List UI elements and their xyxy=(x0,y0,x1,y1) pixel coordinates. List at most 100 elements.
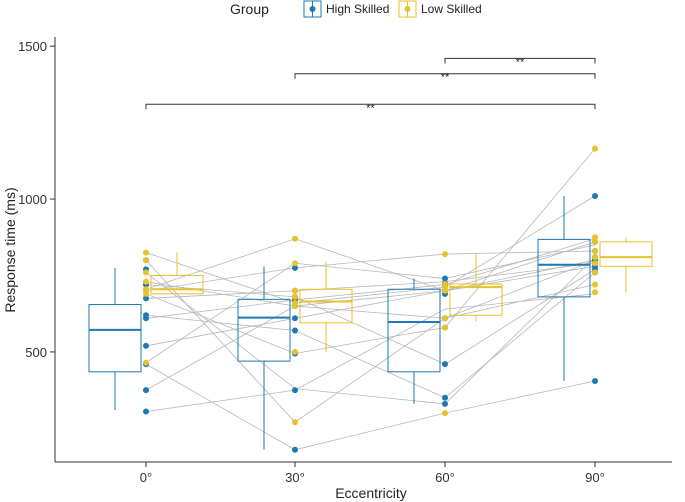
legend: Group High Skilled Low Skilled xyxy=(230,0,482,18)
data-point-high xyxy=(143,408,149,415)
box-low-1 xyxy=(299,261,353,352)
data-point-low xyxy=(292,287,298,294)
data-point-low xyxy=(292,235,298,242)
box-low-2 xyxy=(449,254,503,322)
data-point-high xyxy=(143,342,149,349)
x-tick-label: 30° xyxy=(285,470,305,485)
data-point-high xyxy=(292,446,298,453)
participant-line xyxy=(145,256,596,405)
significance-label: ** xyxy=(441,72,450,84)
data-point-low xyxy=(143,249,149,256)
data-point-low xyxy=(442,410,448,417)
significance-label: ** xyxy=(366,102,375,114)
data-point-low xyxy=(592,281,598,288)
y-tick-label: 1000 xyxy=(18,192,47,207)
box-body xyxy=(387,288,441,373)
data-point-low xyxy=(292,260,298,267)
box-high-3 xyxy=(537,195,591,381)
legend-key-dot-low-skilled xyxy=(404,6,411,12)
data-point-low xyxy=(592,269,598,276)
data-point-high xyxy=(143,295,149,302)
bracket-line xyxy=(444,57,596,64)
participant-line xyxy=(145,238,596,319)
data-point-low xyxy=(292,293,298,300)
data-point-low xyxy=(592,145,598,152)
data-point-low xyxy=(442,324,448,331)
box-body xyxy=(237,298,291,362)
data-point-low xyxy=(143,286,149,293)
data-point-low xyxy=(143,278,149,285)
legend-item-high-skilled: High Skilled xyxy=(303,0,389,18)
data-point-low xyxy=(143,359,149,366)
data-point-high xyxy=(592,377,598,384)
data-point-high xyxy=(292,387,298,394)
participant-line xyxy=(145,259,596,423)
participant-line xyxy=(145,272,596,399)
box-body xyxy=(537,238,591,298)
x-ticks: 0° 30° 60° 90° xyxy=(140,462,605,485)
legend-key-dot-high-skilled xyxy=(309,6,316,12)
box-high-0 xyxy=(88,267,142,411)
data-point-high xyxy=(442,275,448,282)
box-body xyxy=(88,304,142,373)
data-point-low xyxy=(442,251,448,258)
data-point-low xyxy=(592,238,598,245)
data-point-low xyxy=(592,234,598,241)
box-body xyxy=(299,288,353,324)
data-point-high xyxy=(292,315,298,322)
participant-line xyxy=(145,262,596,299)
y-tick-label: 1500 xyxy=(18,39,47,54)
participant-line xyxy=(145,363,596,451)
box-high-2 xyxy=(387,278,441,404)
significance-bracket: ** xyxy=(145,102,596,114)
data-point-high xyxy=(143,312,149,319)
box-low-0 xyxy=(150,252,204,295)
data-point-low xyxy=(143,257,149,264)
boxes xyxy=(88,195,653,450)
connection-lines xyxy=(145,148,596,451)
y-ticks: 500 1000 1500 xyxy=(18,39,55,360)
legend-label-low-skilled: Low Skilled xyxy=(421,2,482,16)
participant-line xyxy=(145,244,596,363)
y-axis-title: Response time (ms) xyxy=(2,187,18,312)
bracket-line xyxy=(294,73,596,79)
data-point-low xyxy=(442,281,448,288)
data-point-high xyxy=(442,394,448,401)
x-tick-label: 90° xyxy=(585,470,605,485)
data-point-low xyxy=(592,289,598,296)
data-point-low xyxy=(592,254,598,261)
data-point-high xyxy=(143,387,149,394)
data-point-high xyxy=(592,192,598,199)
participant-line xyxy=(145,250,596,292)
participant-line xyxy=(145,241,596,347)
points xyxy=(143,145,598,453)
participant-line xyxy=(145,259,596,391)
participant-line xyxy=(145,238,596,292)
x-tick-label: 60° xyxy=(435,470,455,485)
box-body xyxy=(599,241,653,267)
significance-label: ** xyxy=(516,56,525,68)
legend-label-high-skilled: High Skilled xyxy=(326,2,389,16)
box-high-1 xyxy=(237,266,291,450)
participant-line xyxy=(145,195,596,304)
data-point-high xyxy=(442,361,448,368)
legend-item-low-skilled: Low Skilled xyxy=(398,0,482,18)
data-point-low xyxy=(442,315,448,322)
significance-bracket: ** xyxy=(294,72,596,84)
box-body xyxy=(449,283,503,316)
data-point-low xyxy=(292,348,298,355)
x-tick-label: 0° xyxy=(140,470,152,485)
significance-bracket: ** xyxy=(444,56,596,68)
data-point-low xyxy=(292,300,298,307)
legend-title: Group xyxy=(230,1,269,17)
x-axis-title: Eccentricity xyxy=(335,485,407,501)
participant-line xyxy=(145,148,596,354)
data-point-high xyxy=(292,327,298,334)
bracket-line xyxy=(145,103,596,110)
data-point-low xyxy=(292,419,298,426)
data-point-high xyxy=(292,264,298,271)
data-point-low xyxy=(592,248,598,255)
data-point-low xyxy=(143,269,149,276)
box-low-3 xyxy=(599,237,653,293)
